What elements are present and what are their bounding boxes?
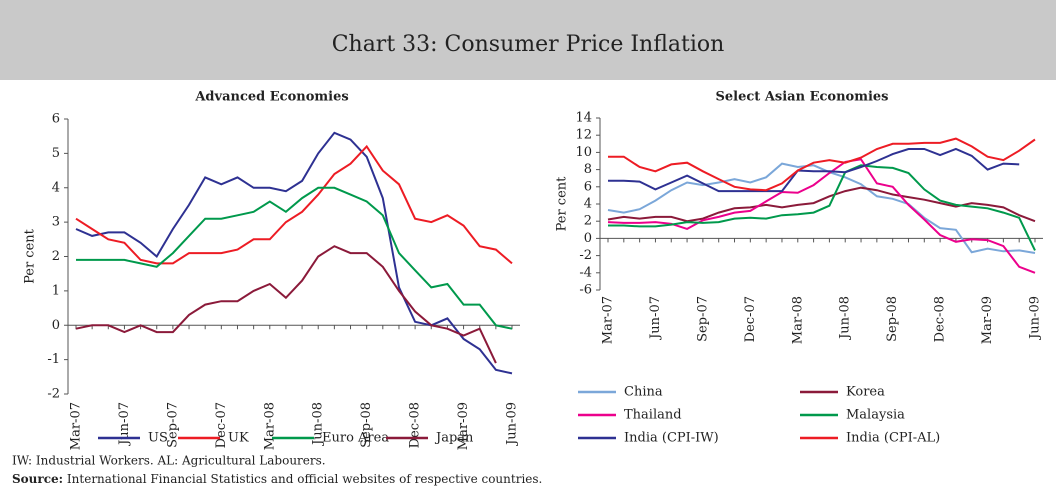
y-tick-label: 2 bbox=[52, 249, 60, 264]
x-tick-label: Mar-09 bbox=[456, 402, 471, 450]
x-tick-label: Jun-07 bbox=[117, 402, 132, 447]
x-tick-label: Mar-07 bbox=[601, 296, 616, 344]
header-band bbox=[0, 0, 1056, 80]
y-axis-label: Per cent bbox=[23, 228, 38, 284]
y-axis-label: Per cent bbox=[555, 176, 570, 232]
y-tick-label: -1 bbox=[47, 352, 60, 367]
series-line bbox=[76, 186, 513, 330]
x-tick-label: Dec-08 bbox=[408, 402, 423, 448]
x-tick-label: Sep-07 bbox=[695, 296, 710, 342]
source-text: International Financial Statistics and o… bbox=[67, 472, 542, 486]
series-line bbox=[608, 147, 1020, 193]
y-tick-label: -2 bbox=[579, 248, 592, 263]
x-tick-label: Sep-08 bbox=[359, 402, 374, 448]
x-tick-label: Dec-08 bbox=[933, 296, 948, 342]
chart-title: Chart 33: Consumer Price Inflation bbox=[332, 32, 725, 57]
legend-label: Malaysia bbox=[846, 408, 905, 423]
source: Source: International Financial Statisti… bbox=[12, 472, 542, 486]
x-tick-label: Mar-09 bbox=[980, 296, 995, 344]
x-tick-label: Mar-07 bbox=[69, 402, 84, 450]
subplot-title: Advanced Economies bbox=[194, 90, 348, 105]
subplot-title: Select Asian Economies bbox=[716, 90, 889, 105]
y-tick-label: 6 bbox=[52, 112, 60, 127]
series-line bbox=[75, 144, 513, 265]
x-tick-label: Sep-08 bbox=[885, 296, 900, 342]
legend-label: India (CPI-AL) bbox=[846, 431, 940, 446]
y-tick-label: 10 bbox=[575, 145, 592, 160]
y-tick-label: 4 bbox=[584, 197, 592, 212]
y-tick-label: 1 bbox=[52, 283, 60, 298]
x-tick-label: Sep-07 bbox=[165, 402, 180, 448]
y-tick-label: -4 bbox=[579, 265, 592, 280]
y-tick-label: -6 bbox=[579, 283, 592, 298]
legend-label: Euro Area bbox=[322, 431, 389, 446]
legend-label: India (CPI-IW) bbox=[624, 431, 719, 446]
series-line bbox=[75, 245, 497, 364]
x-tick-label: Dec-07 bbox=[214, 402, 229, 448]
y-tick-label: 8 bbox=[584, 162, 592, 177]
legend-label: Thailand bbox=[624, 408, 682, 423]
series-line bbox=[607, 186, 1036, 223]
legend-label: China bbox=[624, 385, 663, 400]
series-line bbox=[607, 158, 1036, 274]
x-tick-label: Mar-08 bbox=[262, 402, 277, 450]
legend-label: Japan bbox=[434, 431, 474, 446]
y-tick-label: 6 bbox=[584, 179, 592, 194]
y-tick-label: 3 bbox=[52, 215, 60, 230]
y-tick-label: 0 bbox=[52, 318, 60, 333]
x-tick-label: Dec-07 bbox=[743, 296, 758, 342]
y-tick-label: 12 bbox=[575, 128, 592, 143]
legend-label: UK bbox=[228, 431, 249, 446]
legend-label: Korea bbox=[846, 385, 885, 400]
y-tick-label: 14 bbox=[575, 111, 592, 126]
x-tick-label: Jun-08 bbox=[311, 402, 326, 447]
x-tick-label: Jun-08 bbox=[838, 296, 853, 341]
legend-label: US bbox=[148, 431, 168, 446]
x-tick-label: Jun-09 bbox=[1028, 296, 1043, 341]
y-tick-label: 4 bbox=[52, 180, 60, 195]
y-tick-label: -2 bbox=[47, 387, 60, 402]
x-tick-label: Mar-08 bbox=[790, 296, 805, 344]
x-tick-label: Jun-09 bbox=[505, 402, 520, 447]
footnote: IW: Industrial Workers. AL: Agricultural… bbox=[12, 454, 326, 468]
source-label: Source: bbox=[12, 472, 63, 486]
series-line bbox=[608, 137, 1036, 192]
series-line bbox=[608, 164, 1036, 251]
x-tick-label: Jun-07 bbox=[648, 296, 663, 341]
series-line bbox=[75, 131, 513, 375]
y-tick-label: 0 bbox=[584, 231, 592, 246]
y-tick-label: 2 bbox=[584, 214, 592, 229]
y-tick-label: 5 bbox=[52, 146, 60, 161]
